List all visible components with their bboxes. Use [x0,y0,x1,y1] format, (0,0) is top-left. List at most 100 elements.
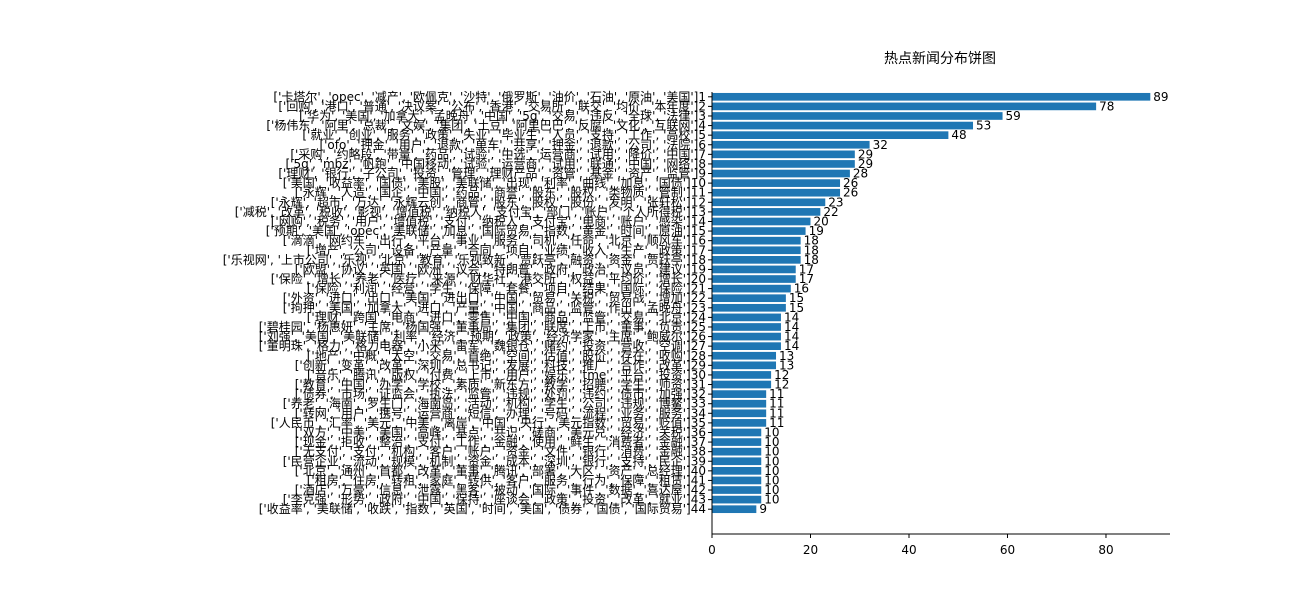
category-label: ['滴滴', '网约车', '出行', '平台', '事业', '服务', '司… [283,233,706,248]
value-label: 16 [794,282,809,296]
bar [712,236,801,245]
category-label: ['收益率', '美联储', '收跌', '指数', '英国', '时间', '… [259,501,706,516]
value-label: 14 [784,330,799,344]
value-label: 23 [828,195,843,209]
value-label: 11 [769,416,784,430]
bar [712,179,841,187]
bar [712,486,762,494]
bar [712,351,777,360]
bar [712,265,796,274]
value-label: 15 [789,301,804,315]
bar [712,246,801,255]
value-labels: 8978595348322929282626232220191818181717… [759,90,1168,516]
bar [712,476,762,485]
bar [712,303,786,312]
category-label: ['酒店', '万豪', '信息', '泄露', '黑客', '被动', '国际… [295,482,706,497]
category-label: ['现金', '拒收', '整治', '支付', '工作', '金融', '使用… [295,434,706,449]
value-label: 10 [764,425,779,439]
category-label: ['保险', '利润', '经营', '学生', '保障', '套餐', '项目… [307,281,706,296]
value-label: 32 [873,138,888,152]
category-label: ['网购', '税务', '用户', '增值税', '支付', '纳税人', '… [271,213,706,228]
value-label: 28 [853,167,868,181]
bar [712,275,796,283]
category-label: ['人民币', '汇率', '美元', '中美', '离岸', '中国', '央… [271,415,706,430]
bar [712,342,781,350]
category-label: ['外资', '进口', '出口', '美国', '进出口', '中国', '贸… [283,290,706,305]
value-label: 19 [809,224,824,238]
category-label: ['华为', '美国', '加拿大', '孟晚舟', '中国', '5g', '… [299,108,706,123]
value-label: 10 [764,454,779,468]
value-label: 14 [784,339,799,353]
x-axis-ticks: 0 20 40 60 80 [708,534,1114,557]
value-label: 26 [843,176,858,190]
bar [712,457,762,466]
category-label: ['采购', '约略段', '带量', '药品', '试验', '中选', '运… [290,146,706,161]
value-label: 29 [858,157,873,171]
x-tick-label: 20 [803,543,818,557]
value-label: 17 [799,272,814,286]
bar [712,495,762,504]
category-label: ['回购', '港口', '普通', '决议案', '公布', '香港', '交… [278,98,706,113]
value-label: 18 [804,234,819,248]
value-label: 78 [1099,99,1114,113]
value-label: 89 [1153,90,1168,104]
category-label: ['理财', '银行', '子公司', '投资', '管理', '理财产品', … [278,166,706,181]
category-label: ['卡塔尔', 'opec', '减产', '欧佩克', '沙特', '俄罗斯'… [273,89,706,104]
value-label: 11 [769,387,784,401]
bar [712,140,870,149]
category-label: ['欧盟', '协议', '英国', '欧洲', '议会', '特朗普', '政… [295,261,706,276]
category-label: ['碧桂园', '杨惠妍', '主席', '杨国强', '董事局', '集团',… [259,319,706,334]
bar [712,150,855,159]
category-label: ['保险', '增长', '养老', '医疗', '来源', '财华社', '港… [271,271,706,286]
category-label: ['理财', '跨国', '电商', '进口', '零售', '中国', '商品… [307,309,706,324]
bar [712,217,811,226]
value-label: 26 [843,186,858,200]
category-label: ['就业', '创业', '服务', '政策', '失业', '毕业生', '人… [302,127,706,142]
category-label: ['拘押', '美国', '加拿大', '进口', '产量', '中国', '商… [283,300,706,315]
category-label: ['地产', '中概', '太空', '交易', '首绝', '空间', '估值… [307,348,706,363]
category-label: ['刘强', '美国', '美联储', '利率', '经济', '预期', '政… [259,329,706,344]
category-label: ['增产', '公司', '设备', '产量', '合同', '项目', '业绩… [307,242,706,257]
category-label: ['债券', '市场', '证监会', '执法', '监管', '违规', '处… [295,386,706,401]
category-label: ['董明珠', '格力', '格力电器', '小米', '雷军', '魏银仓',… [259,338,706,353]
value-label: 10 [764,473,779,487]
category-label: ['养老', '海南', '罗生门', '海南岛', '活动', '机构', '… [283,396,706,411]
category-label: ['无支付', '支付', '机构', '客户', '账户', '资金', '文… [295,444,706,459]
x-tick-label: 40 [901,543,916,557]
value-label: 10 [764,435,779,449]
category-label: ['创新', '变革', '改革', '深圳', '总书记', '发展', '科… [295,357,706,372]
bar [712,380,772,389]
bar [712,112,1003,120]
value-label: 59 [1006,109,1021,123]
x-tick-label: 80 [1098,543,1113,557]
value-label: 13 [779,358,794,372]
x-tick-label: 60 [1000,543,1015,557]
bar [712,102,1097,111]
value-label: 22 [823,205,838,219]
bar [712,256,801,264]
value-label: 10 [764,493,779,507]
bar [712,131,949,139]
value-label: 9 [759,502,767,516]
x-tick-label: 0 [708,543,716,557]
category-label: ['乐视网', '上市公司', '乐视', '北京', '教育', '乐视致新'… [223,252,706,267]
value-label: 13 [779,349,794,363]
bar [712,332,781,341]
bar [712,284,791,293]
bar [712,438,762,446]
category-label: ['减税', '改革', '税收', '影视', '增值税', '纳税人', '… [235,204,706,219]
value-label: 14 [784,310,799,324]
bar [712,399,767,408]
value-label: 12 [774,368,789,382]
value-label: 12 [774,378,789,392]
category-label: ['永辉', '超市', '万达', '永辉云创', '商管', '股东', '… [271,194,706,209]
bar [712,361,777,370]
value-label: 17 [799,262,814,276]
bar [712,447,762,456]
bar [712,294,786,303]
category-label: ['美国', '收益率', '国债', '美股', '美联储', '出现', '… [283,175,706,190]
category-label: ['民营企业', '流动', '规模', '机制', '资金', '成本', '… [283,453,706,468]
bar [712,198,826,207]
value-label: 18 [804,253,819,267]
